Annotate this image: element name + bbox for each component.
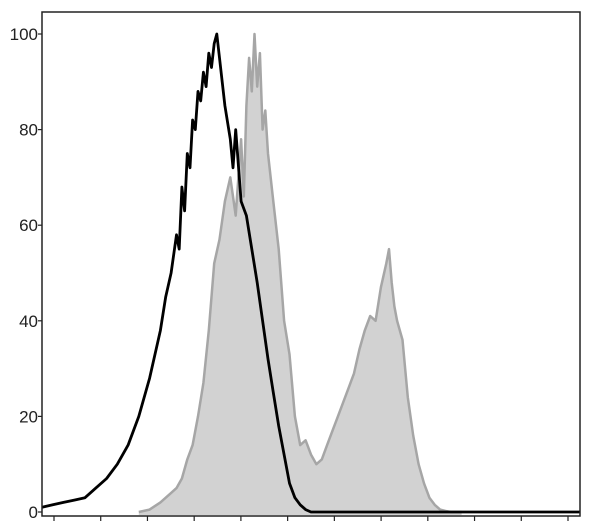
- series-1-line: [41, 32, 580, 514]
- series-0-area: [138, 34, 462, 515]
- y-tick-label: 80: [19, 121, 38, 140]
- y-tick-label: 60: [19, 216, 38, 235]
- y-axis: 0 20 40 60 80 100: [10, 25, 42, 522]
- y-tick-label: 20: [19, 407, 38, 426]
- series-layer: [41, 32, 580, 515]
- series-0-line: [138, 32, 462, 514]
- y-tick-label: 40: [19, 312, 38, 331]
- y-tick-label: 100: [10, 25, 38, 44]
- plot-frame: [41, 11, 581, 517]
- x-axis: [53, 516, 569, 521]
- y-tick-label: 0: [29, 503, 38, 522]
